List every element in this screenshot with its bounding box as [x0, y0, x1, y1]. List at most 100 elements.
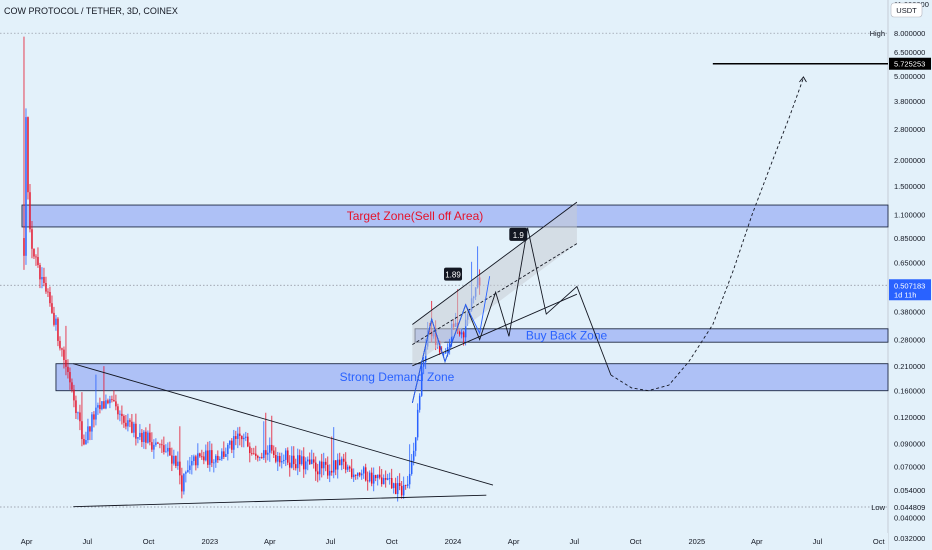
- candle-body: [105, 400, 107, 409]
- candle-body: [63, 349, 65, 360]
- candle-body: [101, 401, 103, 410]
- candle-body: [358, 472, 361, 476]
- candle-body: [386, 478, 389, 480]
- currency-badge-label: USDT: [896, 6, 917, 15]
- candle-body: [243, 437, 245, 440]
- candle-body: [247, 436, 249, 447]
- candle-body: [167, 447, 169, 452]
- candle-body: [295, 464, 297, 469]
- x-tick-label: Apr: [751, 537, 763, 546]
- y-tick-label: 0.040000: [894, 513, 925, 522]
- x-tick-label: Oct: [143, 537, 156, 546]
- candle-body: [333, 460, 335, 473]
- candle-body: [412, 450, 415, 461]
- candle-body: [321, 461, 323, 469]
- zone-box: [21, 204, 889, 228]
- candle-body: [420, 366, 423, 396]
- candle-body: [402, 485, 405, 496]
- price-mark-bg: [889, 57, 931, 70]
- candle-body: [281, 461, 283, 463]
- candle-body: [315, 462, 317, 472]
- candle-body: [349, 466, 351, 469]
- candle-body: [255, 453, 257, 456]
- chart-title: COW PROTOCOL / TETHER, 3D, COINEX: [4, 6, 178, 16]
- candle-body: [191, 460, 193, 466]
- candle-body: [161, 444, 163, 446]
- candle-body: [231, 440, 233, 450]
- candle-body: [195, 456, 197, 466]
- x-tick-label: Apr: [508, 537, 520, 546]
- x-tick-label: Oct: [630, 537, 643, 546]
- x-tick-label: 2024: [445, 537, 462, 546]
- candle-body: [95, 407, 97, 420]
- zone-label: Target Zone(Sell off Area): [347, 209, 484, 223]
- channel-fill: [412, 202, 577, 366]
- candle-body: [155, 442, 157, 445]
- y-tick-label: 0.210000: [894, 362, 925, 371]
- candle-body: [366, 480, 369, 482]
- candle-body: [181, 475, 183, 492]
- candle-body: [183, 473, 185, 492]
- candle-body: [85, 440, 87, 445]
- candle-body: [337, 459, 339, 470]
- candle-body: [185, 472, 187, 474]
- candle-body: [265, 450, 267, 455]
- candle-body: [259, 457, 261, 458]
- candle-body: [125, 422, 127, 427]
- annotation-badge: [509, 227, 528, 241]
- x-tick-label: 2023: [202, 537, 219, 546]
- target-arrow-icon: [799, 76, 807, 83]
- y-tick-label: 2.000000: [894, 156, 925, 165]
- candle-body: [283, 459, 285, 462]
- candle-body: [149, 432, 151, 443]
- candle-body: [263, 450, 265, 459]
- price-axis[interactable]: [888, 0, 932, 550]
- candle-body: [392, 483, 395, 489]
- candle-body: [215, 455, 217, 463]
- candle-body: [273, 450, 275, 456]
- currency-badge[interactable]: [890, 2, 923, 18]
- candle-body: [380, 477, 383, 485]
- candle-body: [57, 318, 59, 341]
- candle-body: [398, 483, 401, 486]
- candle-body: [406, 484, 409, 486]
- candle-body: [372, 475, 375, 484]
- candle-body: [388, 478, 391, 479]
- candle-body: [285, 450, 287, 460]
- candle-body: [193, 456, 195, 461]
- candle-body: [384, 478, 387, 480]
- candle-body: [327, 464, 329, 476]
- candle-body: [462, 332, 465, 338]
- candle-body: [416, 409, 419, 438]
- candle-body: [173, 455, 175, 464]
- x-tick-label: Jul: [82, 537, 92, 546]
- y-tick-label: 0.070000: [894, 462, 925, 471]
- price-mark-label: 5.725253: [894, 60, 925, 69]
- plot-area[interactable]: [0, 0, 888, 550]
- candle-body: [81, 421, 83, 439]
- y-tick-label: 0.280000: [894, 336, 925, 345]
- candle-body: [133, 423, 135, 433]
- candle-body: [339, 459, 341, 466]
- candle-body: [129, 420, 131, 422]
- zone-box: [55, 363, 889, 392]
- candle-body: [189, 465, 191, 471]
- candle-body: [115, 401, 117, 407]
- x-tick-label: Jul: [326, 537, 336, 546]
- x-tick-label: Oct: [386, 537, 399, 546]
- candle-body: [97, 405, 99, 408]
- candle-body: [267, 452, 269, 455]
- candle-body: [187, 470, 189, 473]
- time-axis[interactable]: [0, 533, 888, 550]
- candle-body: [275, 455, 277, 462]
- candle-body: [271, 444, 273, 451]
- candle-body: [309, 459, 311, 465]
- candle-body: [73, 389, 75, 401]
- candle-body: [43, 277, 45, 283]
- candle-body: [47, 291, 49, 293]
- candle-body: [135, 423, 137, 439]
- candle-body: [163, 445, 165, 453]
- annotation-badge: [444, 267, 463, 281]
- candle-body: [199, 453, 201, 457]
